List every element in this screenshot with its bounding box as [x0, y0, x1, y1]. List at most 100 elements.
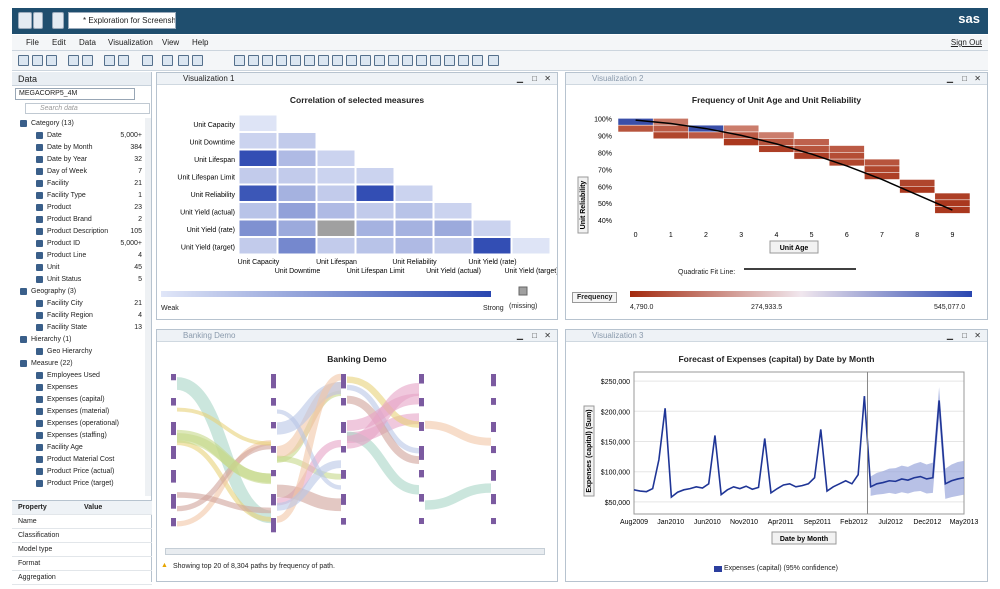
tree-item[interactable]: Facility Age [12, 442, 146, 454]
toolbar-icon[interactable] [444, 55, 455, 66]
visualization-2-tab[interactable]: Visualization 2 [592, 74, 644, 83]
forecast-line-chart[interactable]: $50,000 $100,000 $150,000 $200,000 $250,000 A… [566, 366, 987, 576]
tree-item[interactable]: Facility State 13 [12, 322, 146, 334]
toolbar-icon[interactable] [472, 55, 483, 66]
toolbar-icon[interactable] [18, 55, 29, 66]
toolbar-icon[interactable] [402, 55, 413, 66]
tree-item[interactable]: Facility City 21 [12, 298, 146, 310]
tree-item[interactable]: Date by Month 384 [12, 142, 146, 154]
legend-strong-label: Strong [483, 305, 504, 312]
toolbar-icon[interactable] [318, 55, 329, 66]
menu-edit[interactable]: Edit [52, 38, 66, 47]
toolbar-icon[interactable] [304, 55, 315, 66]
toolbar-icon[interactable] [46, 55, 57, 66]
tree-item[interactable]: Expenses (material) [12, 406, 146, 418]
toolbar-icon[interactable] [346, 55, 357, 66]
toolbar-icon[interactable] [192, 55, 203, 66]
toolbar-icon[interactable] [416, 55, 427, 66]
toolbar-icon[interactable] [276, 55, 287, 66]
frequency-legend-button[interactable]: Frequency [572, 292, 618, 303]
toolbar-icon[interactable] [374, 55, 385, 66]
tree-item[interactable]: Unit Status 5 [12, 274, 146, 286]
maximize-icon[interactable]: □ [532, 74, 537, 83]
path-analysis-chart[interactable] [157, 366, 557, 546]
tree-item[interactable]: Product 23 [12, 202, 146, 214]
toolbar-icon[interactable] [104, 55, 115, 66]
x-tick-label: Dec2012 [913, 519, 941, 526]
visualization-3-tab[interactable]: Visualization 3 [592, 331, 644, 340]
menu-data[interactable]: Data [79, 38, 96, 47]
tree-item[interactable]: Unit 45 [12, 262, 146, 274]
tree-item[interactable]: Product Brand 2 [12, 214, 146, 226]
close-icon[interactable]: ✕ [974, 74, 981, 83]
close-icon[interactable]: ✕ [544, 74, 551, 83]
tree-item[interactable]: Expenses (capital) [12, 394, 146, 406]
menu-visualization[interactable]: Visualization [108, 38, 153, 47]
toolbar-icon[interactable] [162, 55, 173, 66]
tree-group[interactable]: Measure (22) [12, 358, 146, 370]
toolbar-icon[interactable] [82, 55, 93, 66]
toolbar-icon[interactable] [248, 55, 259, 66]
maximize-icon[interactable]: □ [962, 74, 967, 83]
toolbar-icon[interactable] [360, 55, 371, 66]
tree-item[interactable]: Expenses [12, 382, 146, 394]
tree-group[interactable]: Geography (3) [12, 286, 146, 298]
toolbar-icon[interactable] [290, 55, 301, 66]
toolbar-icon[interactable] [488, 55, 499, 66]
data-tree-scrollbar[interactable] [145, 118, 151, 496]
minimize-icon[interactable]: ▁ [516, 331, 523, 340]
tree-item[interactable]: Facility 21 [12, 178, 146, 190]
home-button[interactable] [18, 12, 32, 29]
menu-help[interactable]: Help [192, 38, 209, 47]
minimize-icon[interactable]: ▁ [946, 331, 953, 340]
visualization-1-tab[interactable]: Visualization 1 [183, 74, 235, 83]
tree-item[interactable]: Geo Hierarchy [12, 346, 146, 358]
toolbar-icon[interactable] [32, 55, 43, 66]
toolbar-icon[interactable] [142, 55, 153, 66]
tree-item[interactable]: Date by Year 32 [12, 154, 146, 166]
tree-item[interactable]: Expenses (staffing) [12, 430, 146, 442]
path-node [171, 494, 176, 509]
horizontal-scrollbar[interactable] [165, 548, 545, 555]
menu-view[interactable]: View [162, 38, 180, 47]
tree-item[interactable]: Product Price (target) [12, 478, 146, 490]
tree-item[interactable]: Product Material Cost [12, 454, 146, 466]
tree-group[interactable]: Category (13) [12, 118, 146, 130]
tree-item[interactable]: Employees Used [12, 370, 146, 382]
tree-item[interactable]: Product ID 5,000+ [12, 238, 146, 250]
correlation-matrix[interactable]: Unit Capacity Unit Downtime Unit Lifespan U… [157, 109, 557, 309]
tree-item[interactable]: Expenses (operational) [12, 418, 146, 430]
tree-item[interactable]: Product Line 4 [12, 250, 146, 262]
menu-file[interactable]: File [26, 38, 39, 47]
tree-group[interactable]: Hierarchy (1) [12, 334, 146, 346]
tree-item[interactable]: Facility Type 1 [12, 190, 146, 202]
heatmap-chart[interactable]: 100% 90% 80% 70% 60% 50% 40% 0 1 2 3 4 5 6 7 8 9 Unit Rel… [566, 107, 987, 307]
minimize-icon[interactable]: ▁ [516, 74, 523, 83]
toolbar-icon[interactable] [262, 55, 273, 66]
tree-item[interactable]: Date 5,000+ [12, 130, 146, 142]
close-icon[interactable]: ✕ [974, 331, 981, 340]
toolbar-icon[interactable] [458, 55, 469, 66]
toolbar-icon[interactable] [118, 55, 129, 66]
tree-item[interactable]: Product Description 105 [12, 226, 146, 238]
minimize-icon[interactable]: ▁ [946, 74, 953, 83]
toolbar-icon[interactable] [332, 55, 343, 66]
home-menu-button[interactable] [33, 12, 43, 29]
close-icon[interactable]: ✕ [544, 331, 551, 340]
datasource-select[interactable]: MEGACORP5_4M [15, 88, 135, 100]
document-menu-button[interactable] [52, 12, 64, 29]
toolbar-icon[interactable] [178, 55, 189, 66]
toolbar-icon[interactable] [430, 55, 441, 66]
toolbar-icon[interactable] [388, 55, 399, 66]
toolbar-icon[interactable] [68, 55, 79, 66]
banking-demo-tab[interactable]: Banking Demo [183, 331, 236, 340]
search-input[interactable]: Search data [25, 103, 150, 114]
maximize-icon[interactable]: □ [962, 331, 967, 340]
tree-item[interactable]: Facility Region 4 [12, 310, 146, 322]
document-tab[interactable]: * Exploration for Screenshot ✖ [68, 12, 176, 29]
tree-item[interactable]: Product Price (actual) [12, 466, 146, 478]
maximize-icon[interactable]: □ [532, 331, 537, 340]
tree-item[interactable]: Day of Week 7 [12, 166, 146, 178]
sign-out-link[interactable]: Sign Out [950, 38, 982, 47]
toolbar-icon[interactable] [234, 55, 245, 66]
